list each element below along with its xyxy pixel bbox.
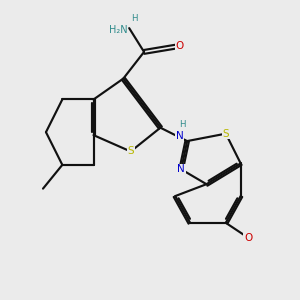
Text: N: N bbox=[177, 164, 185, 174]
Text: O: O bbox=[244, 233, 252, 243]
Text: H: H bbox=[131, 14, 138, 23]
Text: H: H bbox=[179, 120, 186, 129]
Text: O: O bbox=[176, 41, 184, 51]
Text: S: S bbox=[223, 129, 229, 139]
Text: N: N bbox=[176, 131, 184, 141]
Text: H₂N: H₂N bbox=[109, 25, 128, 34]
Text: S: S bbox=[128, 146, 134, 157]
